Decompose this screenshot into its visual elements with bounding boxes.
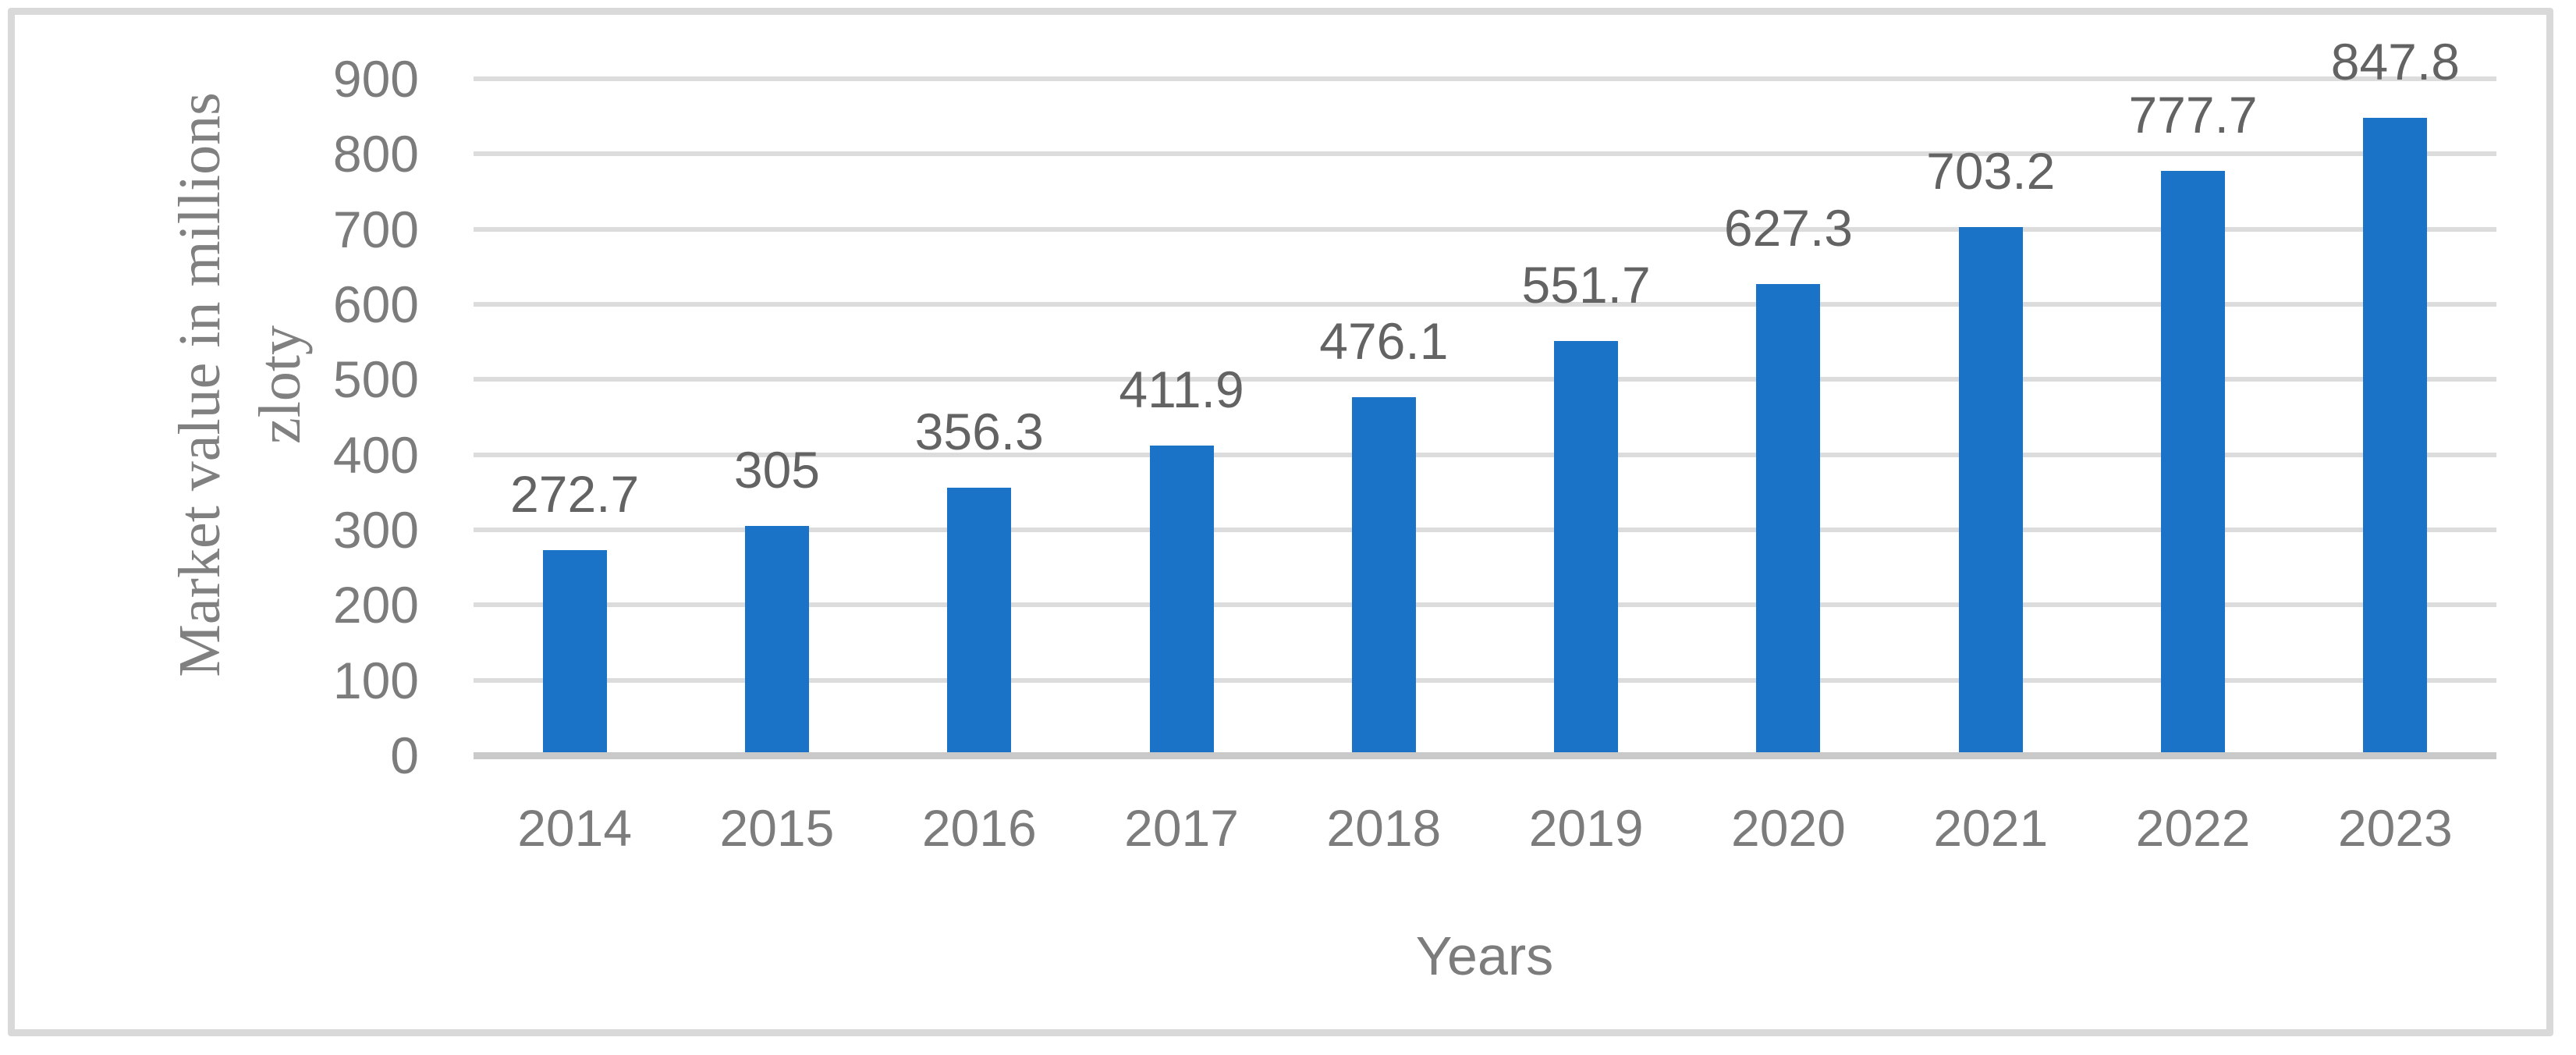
chart-frame [8,8,2553,1036]
x-tick-label-2017: 2017 [1124,799,1239,857]
y-tick-label-200: 200 [332,576,419,634]
bar-2016 [947,487,1012,755]
y-tick-label-0: 0 [390,726,419,784]
x-tick-label-2023: 2023 [2337,799,2453,857]
x-tick-label-2016: 2016 [921,799,1037,857]
gridline-200 [474,602,2496,608]
bar-2018 [1351,397,1416,755]
bar-value-label-2015: 305 [733,441,820,499]
gridline-100 [474,677,2496,683]
bar-value-label-2017: 411.9 [1119,361,1244,419]
gridline-900 [474,76,2496,81]
y-tick-label-900: 900 [332,50,419,108]
y-tick-label-100: 100 [332,651,419,709]
y-tick-label-400: 400 [332,425,419,484]
gridline-800 [474,151,2496,157]
x-tick-label-2019: 2019 [1528,799,1644,857]
gridline-700 [474,226,2496,232]
bar-2014 [542,550,607,755]
bar-value-label-2021: 703.2 [1926,141,2056,200]
gridline-500 [474,377,2496,382]
y-tick-label-600: 600 [332,275,419,333]
bar-value-label-2016: 356.3 [914,402,1044,460]
bar-2022 [2161,170,2226,755]
bar-2019 [1554,340,1619,755]
bar-value-label-2023: 847.8 [2330,33,2460,91]
gridline-600 [474,302,2496,307]
bar-2015 [744,526,809,755]
y-tick-label-800: 800 [332,125,419,183]
bar-value-label-2022: 777.7 [2128,85,2258,144]
x-axis-line [474,752,2496,759]
y-tick-label-500: 500 [332,350,419,409]
bar-2021 [1958,226,2023,755]
bar-2023 [2363,118,2428,755]
x-tick-label-2015: 2015 [719,799,835,857]
x-tick-label-2018: 2018 [1326,799,1442,857]
x-axis-title: Years [1415,925,1554,986]
bar-value-label-2014: 272.7 [510,465,640,524]
y-tick-label-300: 300 [332,501,419,559]
bar-value-label-2019: 551.7 [1521,255,1651,314]
x-tick-label-2022: 2022 [2135,799,2251,857]
gridline-300 [474,528,2496,532]
plot-area [474,76,2496,755]
gridline-400 [474,452,2496,457]
bar-2020 [1756,283,1821,755]
y-tick-label-700: 700 [332,200,419,258]
x-tick-label-2014: 2014 [517,799,633,857]
bar-2017 [1149,446,1214,755]
x-tick-label-2020: 2020 [1731,799,1846,857]
bar-value-label-2020: 627.3 [1723,198,1854,257]
x-tick-label-2021: 2021 [1933,799,2049,857]
bar-value-label-2018: 476.1 [1319,312,1449,371]
